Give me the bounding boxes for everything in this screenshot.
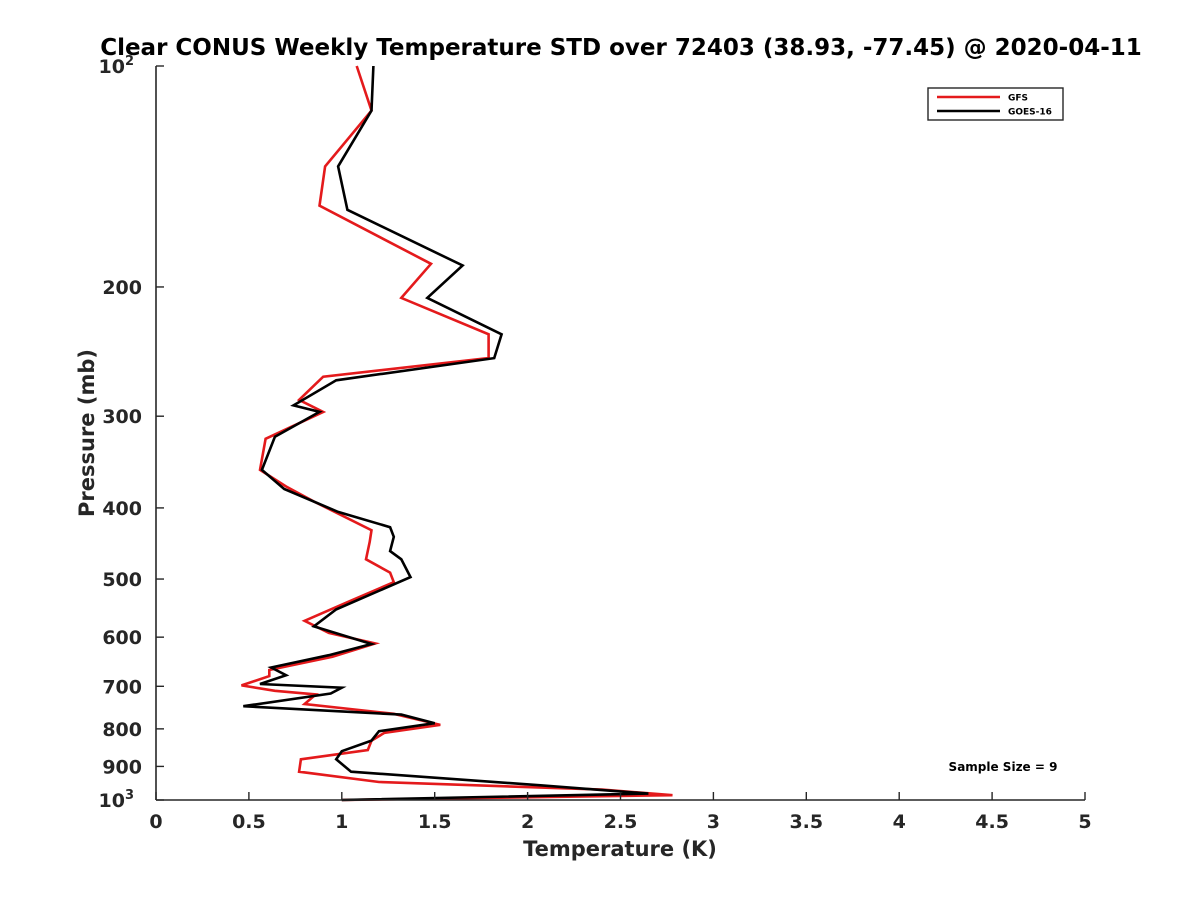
y-tick-label: 400: [102, 498, 142, 520]
x-tick-label: 2.5: [604, 811, 638, 833]
y-tick-label: 500: [102, 569, 142, 591]
x-tick-label: 1.5: [418, 811, 452, 833]
axes: 0 0.5 1 1.5 2 2.5 3 3.5 4 4.5 5 102 200 300 400 500 600 7…: [99, 54, 1092, 833]
legend: GFS GOES-16: [927, 87, 1064, 121]
chart-title: Clear CONUS Weekly Temperature STD over …: [100, 35, 1142, 61]
y-tick-label: 900: [102, 756, 142, 778]
x-tick-label: 1: [335, 811, 348, 833]
y-tick-label: 300: [102, 406, 142, 428]
legend-label-goes-16: GOES-16: [1008, 108, 1052, 118]
y-tick-label: 800: [102, 719, 142, 741]
x-tick-label: 5: [1078, 811, 1091, 833]
legend-label-gfs: GFS: [1008, 94, 1028, 104]
series-layer: [241, 65, 673, 802]
series-line-goes-16: [243, 65, 649, 802]
y-tick-label: 102: [99, 54, 135, 78]
x-tick-label: 4: [893, 811, 906, 833]
y-tick-label: 600: [102, 627, 142, 649]
y-axis-label: Pressure (mb): [75, 349, 99, 517]
y-tick-label: 700: [102, 676, 142, 698]
x-tick-label: 3: [707, 811, 720, 833]
x-tick-label: 3.5: [789, 811, 823, 833]
x-tick-label: 0.5: [232, 811, 266, 833]
x-tick-label: 0: [149, 811, 162, 833]
x-tick-label: 2: [521, 811, 534, 833]
x-tick-label: 4.5: [975, 811, 1009, 833]
sample-size-annotation: Sample Size = 9: [949, 760, 1058, 774]
y-tick-label: 103: [99, 788, 135, 812]
legend-box: [927, 87, 1064, 121]
y-tick-label: 200: [102, 277, 142, 299]
x-axis-label: Temperature (K): [523, 837, 717, 861]
